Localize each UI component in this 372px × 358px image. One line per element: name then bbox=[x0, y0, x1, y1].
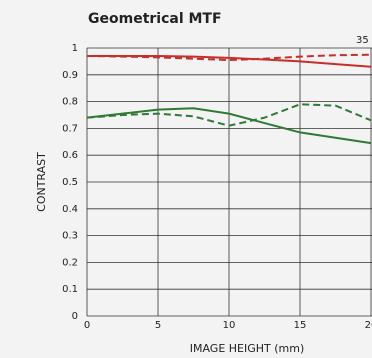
y-tick-label: 0.6 bbox=[62, 150, 78, 161]
x-tick-label: 5 bbox=[155, 320, 161, 331]
chart-title: Geometrical MTF bbox=[88, 11, 222, 27]
y-axis-label: CONTRAST bbox=[35, 152, 48, 212]
series-line bbox=[86, 107, 372, 145]
y-tick-label: 0.9 bbox=[62, 70, 78, 81]
series-line bbox=[86, 103, 372, 127]
x-axis-label: IMAGE HEIGHT (mm) bbox=[190, 342, 305, 355]
y-tick-label: 0.4 bbox=[62, 204, 78, 215]
x-tick-label: 10 bbox=[223, 320, 236, 331]
y-tick-label: 0.5 bbox=[62, 177, 78, 188]
y-tick-label: 0.2 bbox=[62, 257, 78, 268]
annotation: 35 bbox=[356, 35, 369, 46]
y-tick-label: 0.8 bbox=[62, 97, 78, 108]
x-tick-label: 0 bbox=[84, 320, 90, 331]
y-tick-label: 0.1 bbox=[62, 284, 78, 295]
x-tick-label: 15 bbox=[294, 320, 307, 331]
x-tick-label: 20 bbox=[365, 320, 372, 331]
series-line bbox=[86, 53, 372, 62]
y-tick-label: 0.7 bbox=[62, 123, 78, 134]
y-tick-label: 0 bbox=[72, 311, 78, 322]
y-tick-label: 0.3 bbox=[62, 231, 78, 242]
y-tick-label: 1 bbox=[72, 43, 78, 54]
